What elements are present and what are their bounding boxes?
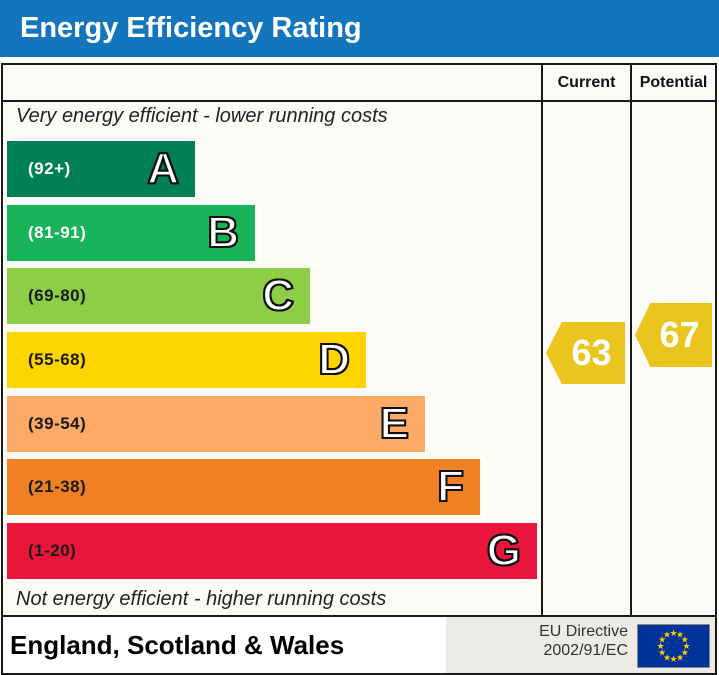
eu-flag-star: ★ xyxy=(663,630,671,640)
band-letter: E xyxy=(379,399,410,448)
eu-flag-star: ★ xyxy=(663,652,671,662)
band-row-f: (21-38) F xyxy=(7,459,480,515)
eu-flag-star: ★ xyxy=(682,641,690,651)
band-letter: D xyxy=(317,335,351,384)
band-row-d: (55-68) D xyxy=(7,332,366,388)
band-letter: B xyxy=(206,208,240,257)
current-rating-value: 63 xyxy=(571,332,612,373)
column-header-current: Current xyxy=(557,74,616,91)
potential-rating-value: 67 xyxy=(659,314,700,355)
band-letter: A xyxy=(146,144,180,193)
band-range-label: (1-20) xyxy=(28,541,77,560)
band-range-label: (55-68) xyxy=(28,350,87,369)
band-letter: C xyxy=(261,271,295,320)
eu-flag-star: ★ xyxy=(658,648,666,658)
band-row-b: (81-91) B xyxy=(7,205,255,261)
potential-rating-arrow: 67 xyxy=(635,303,712,367)
band-row-g: (1-20) G xyxy=(7,523,537,579)
band-letter: G xyxy=(486,526,522,575)
eu-flag-star: ★ xyxy=(676,630,684,640)
band-row-a: (92+) A xyxy=(7,141,195,197)
band-range-label: (69-80) xyxy=(28,286,87,305)
band-range-label: (39-54) xyxy=(28,414,87,433)
eu-flag-icon: ★★★★★★★★★★★★ xyxy=(637,624,710,668)
eu-directive-line1: EU Directive xyxy=(539,623,628,640)
band-letter: F xyxy=(436,462,465,511)
column-divider-potential xyxy=(630,63,632,617)
band-row-e: (39-54) E xyxy=(7,396,425,452)
header-underline xyxy=(1,100,717,102)
title-bar: Energy Efficiency Rating xyxy=(0,0,719,57)
eu-directive-line2: 2002/91/EC xyxy=(543,642,628,659)
eu-flag-star: ★ xyxy=(669,654,677,664)
region-label: England, Scotland & Wales xyxy=(10,630,345,660)
footer-region-panel xyxy=(3,617,446,673)
eu-flag-star: ★ xyxy=(676,652,684,662)
column-header-potential: Potential xyxy=(639,74,708,91)
top-note: Very energy efficient - lower running co… xyxy=(16,105,388,127)
eu-flag-star: ★ xyxy=(681,635,689,645)
eu-flag-star: ★ xyxy=(669,628,677,638)
column-divider-current xyxy=(541,63,543,617)
band-row-c: (69-80) C xyxy=(7,268,310,324)
bottom-note: Not energy efficient - higher running co… xyxy=(16,588,387,610)
eu-flag-star: ★ xyxy=(658,635,666,645)
band-range-label: (92+) xyxy=(28,159,71,178)
current-rating-arrow: 63 xyxy=(546,322,625,384)
band-range-label: (21-38) xyxy=(28,477,87,496)
eu-directive-text: EU Directive 2002/91/EC xyxy=(448,622,628,660)
eu-flag-star: ★ xyxy=(681,648,689,658)
page-title: Energy Efficiency Rating xyxy=(20,12,362,44)
eu-flag-star: ★ xyxy=(656,641,664,651)
band-range-label: (81-91) xyxy=(28,223,87,242)
footer-top-border xyxy=(1,615,717,617)
